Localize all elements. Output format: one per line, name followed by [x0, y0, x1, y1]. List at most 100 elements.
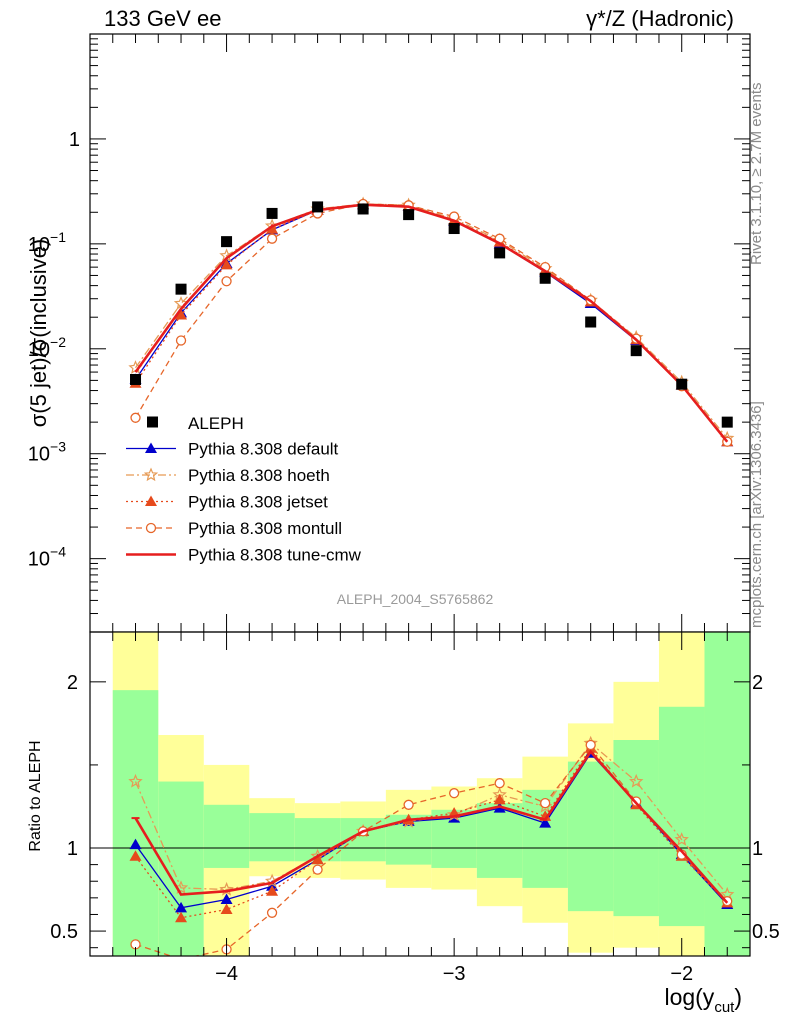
aleph-data-point: [221, 236, 233, 248]
top-y-tick-label: 1: [69, 129, 80, 151]
ratio-y-tick-label: 0.5: [50, 921, 78, 943]
x-tick-label: −2: [670, 963, 693, 985]
ratio-y-tick-label-right: 1: [752, 838, 763, 860]
top-series-group: [128, 196, 735, 447]
ratio-3-marker: [312, 864, 323, 875]
aleph-data-point: [403, 209, 415, 221]
series-2-marker: [266, 223, 279, 234]
ratio-series-clipped: [128, 735, 735, 956]
header-right: γ*/Z (Hadronic): [586, 6, 734, 31]
aleph-data-point: [630, 345, 642, 357]
ratio-1-marker: [674, 832, 689, 846]
ratio-y-tick-label-right: 2: [752, 672, 763, 694]
aleph-data-point: [494, 247, 506, 259]
top-y-tick-label: 10−1: [28, 229, 66, 256]
ratio-line-3: [135, 743, 728, 956]
top-axis-ticks: 110−110−210−310−4: [28, 34, 751, 633]
ratio-2-marker: [266, 885, 279, 896]
series-3-marker: [221, 276, 232, 287]
ratio-line-2: [134, 747, 728, 919]
legend-label-0: Pythia 8.308 default: [188, 440, 339, 459]
legend: ALEPH Pythia 8.308 default Pythia 8.308 ho…: [126, 414, 362, 565]
ratio-1-marker: [128, 773, 143, 788]
ratio-line-4: [134, 749, 729, 904]
uncertainty-bands: [112, 632, 750, 956]
ratio-panel: 2 2 1 1 0.5 0.5 −4 −3 −2 Ratio to ALEPH log(ycut…: [27, 631, 780, 1016]
aleph-data-point: [585, 316, 597, 328]
series-3-marker: [175, 335, 187, 346]
ratio-1-marker: [629, 773, 644, 788]
aleph-data-point: [539, 272, 551, 284]
ratio-3-marker: [403, 799, 414, 810]
aleph-data-point: [448, 223, 460, 235]
series-line-3: [134, 203, 728, 443]
ratio-3-marker: [585, 739, 596, 751]
mcplots-label: mcplots.cern.ch [arXiv:1306.3436]: [748, 401, 765, 628]
legend-label-aleph: ALEPH: [188, 414, 244, 433]
legend-label-1: Pythia 8.308 hoeth: [188, 466, 330, 485]
legend-label-3: Pythia 8.308 montull: [188, 519, 342, 538]
band-green: [249, 813, 295, 862]
ratio-3-marker: [266, 907, 278, 918]
legend-label-4: Pythia 8.308 tune-cmw: [188, 546, 362, 565]
ratio-y-tick-label-right: 0.5: [752, 921, 780, 943]
series-1-marker: [173, 295, 189, 310]
band-green: [613, 740, 659, 917]
top-y-tick-label: 10−2: [28, 334, 66, 361]
aleph-data-point: [721, 416, 733, 428]
ratio-y-tick-label: 2: [67, 672, 78, 694]
top-y-tick-exp: −2: [50, 334, 66, 350]
ratio-0-marker: [175, 901, 188, 913]
band-green: [658, 706, 705, 927]
legend-marker-1: [143, 467, 159, 482]
series-2-marker: [220, 258, 233, 270]
series-line-4: [134, 203, 729, 443]
aleph-data-group: [130, 201, 733, 428]
top-y-axis-label: σ(5 jet)/σ(inclusive): [26, 239, 51, 428]
top-y-tick-base: 10: [28, 444, 50, 466]
ratio-y-axis-label: Ratio to ALEPH: [27, 740, 44, 851]
legend-marker-0: [145, 442, 157, 453]
ratio-0-marker: [220, 893, 233, 905]
band-green: [476, 803, 523, 878]
ratio-3-marker: [448, 788, 460, 799]
ratio-series-group: [128, 735, 735, 956]
ratio-0-marker: [539, 817, 552, 828]
header-left: 133 GeV ee: [104, 6, 221, 31]
aleph-data-point: [175, 283, 187, 295]
aleph-data-point: [266, 207, 278, 219]
aleph-data-point: [130, 373, 142, 385]
ratio-axis-ticks: 2 2 1 1 0.5 0.5 −4 −3 −2: [50, 632, 780, 985]
aleph-data-point: [357, 203, 369, 215]
ratio-2-marker: [220, 903, 233, 914]
ratio-panel-frame: [89, 631, 751, 957]
legend-marker-2: [145, 495, 157, 506]
band-green: [112, 690, 159, 956]
ratio-2-marker: [311, 853, 324, 865]
band-green: [203, 804, 250, 868]
x-axis-label: log(ycut): [664, 984, 742, 1016]
aleph-data-point: [676, 378, 688, 390]
ratio-2-marker: [129, 850, 142, 861]
ratio-0-marker: [129, 838, 142, 850]
band-green: [567, 761, 614, 912]
top-y-tick-base: 10: [28, 549, 50, 571]
legend-marker-aleph: [147, 416, 158, 428]
series-2-marker: [175, 308, 188, 320]
top-y-tick-exp: −3: [50, 439, 66, 455]
top-panel-frame: [89, 33, 751, 633]
ratio-3-marker: [540, 797, 551, 809]
top-y-tick-base: 10: [28, 234, 50, 256]
series-3-marker: [130, 412, 141, 423]
x-tick-label: −4: [215, 963, 238, 985]
series-line-1: [134, 203, 728, 439]
ratio-3-marker: [494, 778, 505, 789]
ratio-y-tick-label: 1: [67, 838, 78, 860]
top-y-tick-base: 10: [28, 339, 50, 361]
top-y-tick-exp: −1: [50, 229, 66, 245]
top-y-tick-label: 10−3: [28, 439, 66, 466]
watermark: ALEPH_2004_S5765862: [337, 591, 494, 607]
top-y-tick-exp: −4: [50, 544, 66, 560]
aleph-data-point: [312, 201, 324, 213]
